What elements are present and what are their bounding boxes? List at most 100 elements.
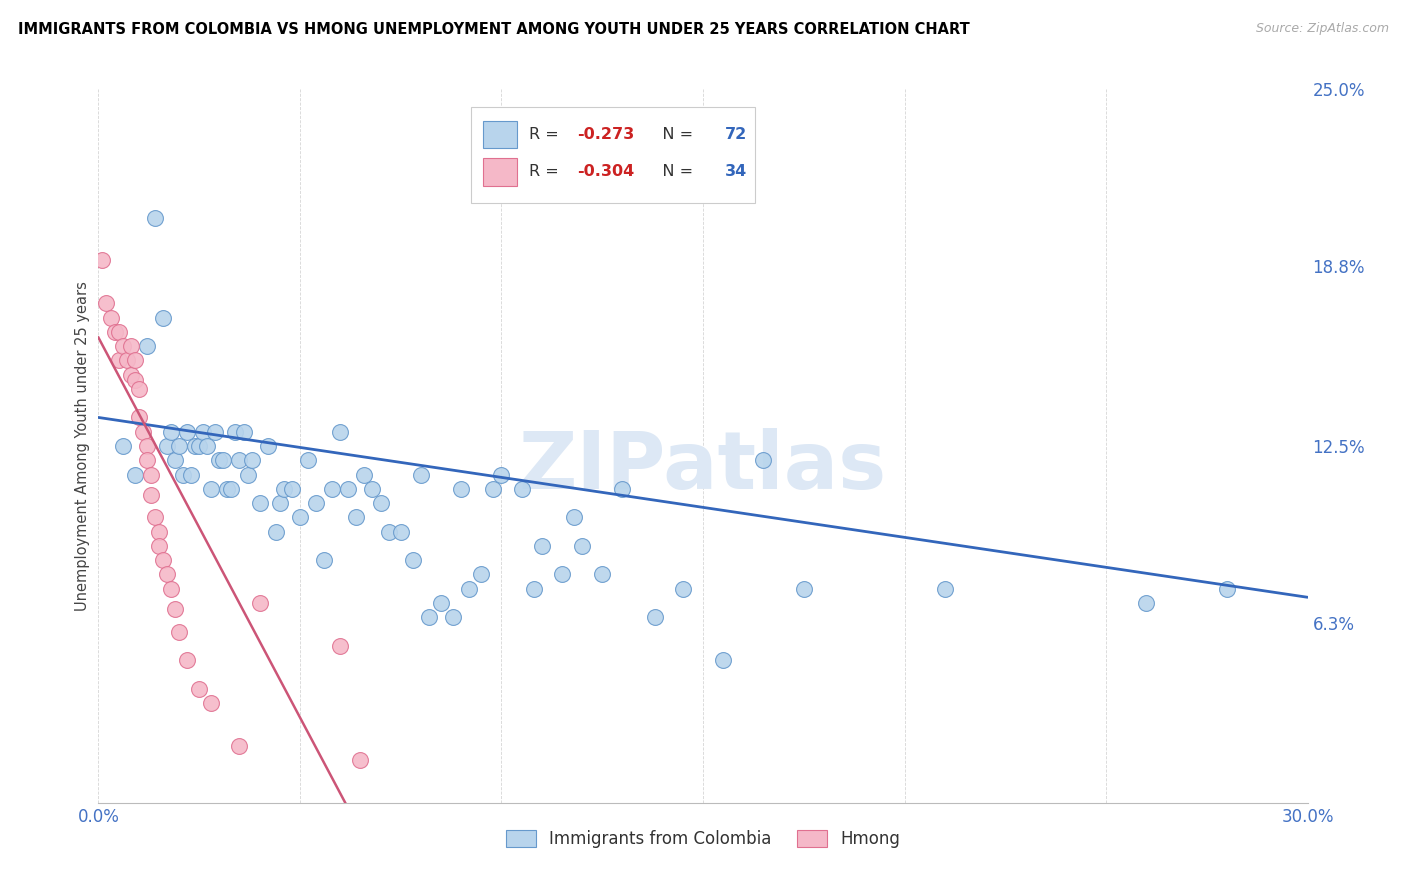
Point: [221, 482, 243, 496]
Point: [167, 439, 190, 453]
Point: [389, 524, 412, 539]
Point: [208, 453, 231, 467]
Point: [96, 296, 118, 310]
Point: [370, 496, 392, 510]
Point: [269, 496, 291, 510]
Point: [156, 439, 179, 453]
Point: [409, 467, 432, 482]
Point: [329, 425, 352, 439]
Y-axis label: Unemployment Among Youth under 25 years: Unemployment Among Youth under 25 years: [75, 281, 90, 611]
Point: [139, 487, 162, 501]
Text: -0.304: -0.304: [578, 164, 634, 178]
Point: [163, 601, 186, 615]
Point: [314, 553, 336, 567]
Point: [135, 339, 157, 353]
Bar: [482, 159, 517, 186]
Point: [510, 482, 533, 496]
Point: [143, 510, 166, 524]
Point: [349, 753, 371, 767]
Point: [100, 310, 122, 325]
Point: [107, 353, 129, 368]
Point: [167, 624, 190, 639]
Point: [148, 539, 170, 553]
Text: R =: R =: [529, 164, 564, 178]
Point: [934, 582, 956, 596]
Point: [236, 467, 259, 482]
Point: [711, 653, 734, 667]
Text: -0.273: -0.273: [578, 127, 634, 142]
Point: [450, 482, 472, 496]
Point: [361, 482, 384, 496]
Point: [752, 453, 775, 467]
Point: [458, 582, 481, 596]
Point: [377, 524, 399, 539]
Text: IMMIGRANTS FROM COLOMBIA VS HMONG UNEMPLOYMENT AMONG YOUTH UNDER 25 YEARS CORREL: IMMIGRANTS FROM COLOMBIA VS HMONG UNEMPL…: [18, 22, 970, 37]
Point: [523, 582, 546, 596]
Point: [224, 425, 246, 439]
Point: [329, 639, 352, 653]
Point: [132, 425, 155, 439]
Point: [256, 439, 278, 453]
Point: [120, 339, 142, 353]
Text: 72: 72: [724, 127, 747, 142]
Point: [107, 325, 129, 339]
Point: [135, 453, 157, 467]
Point: [562, 510, 585, 524]
Point: [353, 467, 375, 482]
Point: [160, 582, 183, 596]
Point: [124, 467, 146, 482]
Point: [200, 482, 222, 496]
Point: [571, 539, 593, 553]
Text: ZIPatlas: ZIPatlas: [519, 428, 887, 507]
Point: [188, 681, 211, 696]
Point: [124, 353, 146, 368]
Point: [249, 596, 271, 610]
Point: [288, 510, 311, 524]
Point: [200, 696, 222, 710]
Point: [176, 653, 198, 667]
Point: [228, 453, 250, 467]
Point: [530, 539, 553, 553]
Point: [1135, 596, 1157, 610]
Point: [232, 425, 254, 439]
Point: [124, 373, 146, 387]
Point: [128, 410, 150, 425]
Point: [344, 510, 367, 524]
Point: [1216, 582, 1239, 596]
Point: [337, 482, 360, 496]
Text: N =: N =: [647, 127, 699, 142]
Bar: [482, 121, 517, 148]
Point: [156, 567, 179, 582]
Point: [111, 339, 134, 353]
Text: R =: R =: [529, 127, 564, 142]
Legend: Immigrants from Colombia, Hmong: Immigrants from Colombia, Hmong: [499, 823, 907, 855]
Point: [551, 567, 574, 582]
Point: [612, 482, 634, 496]
Point: [273, 482, 295, 496]
Point: [402, 553, 425, 567]
Text: N =: N =: [647, 164, 699, 178]
Point: [148, 524, 170, 539]
Point: [128, 382, 150, 396]
Point: [793, 582, 815, 596]
Point: [195, 439, 218, 453]
Point: [184, 439, 207, 453]
Point: [103, 325, 125, 339]
Point: [180, 467, 202, 482]
Point: [193, 425, 215, 439]
Point: [644, 610, 666, 624]
Point: [491, 467, 513, 482]
Point: [152, 553, 174, 567]
Point: [297, 453, 319, 467]
Point: [91, 253, 114, 268]
Point: [470, 567, 492, 582]
Point: [305, 496, 328, 510]
Point: [228, 739, 250, 753]
Point: [160, 425, 183, 439]
Point: [139, 467, 162, 482]
Point: [672, 582, 695, 596]
Point: [115, 353, 138, 368]
Point: [111, 439, 134, 453]
Point: [152, 310, 174, 325]
Point: [188, 439, 211, 453]
